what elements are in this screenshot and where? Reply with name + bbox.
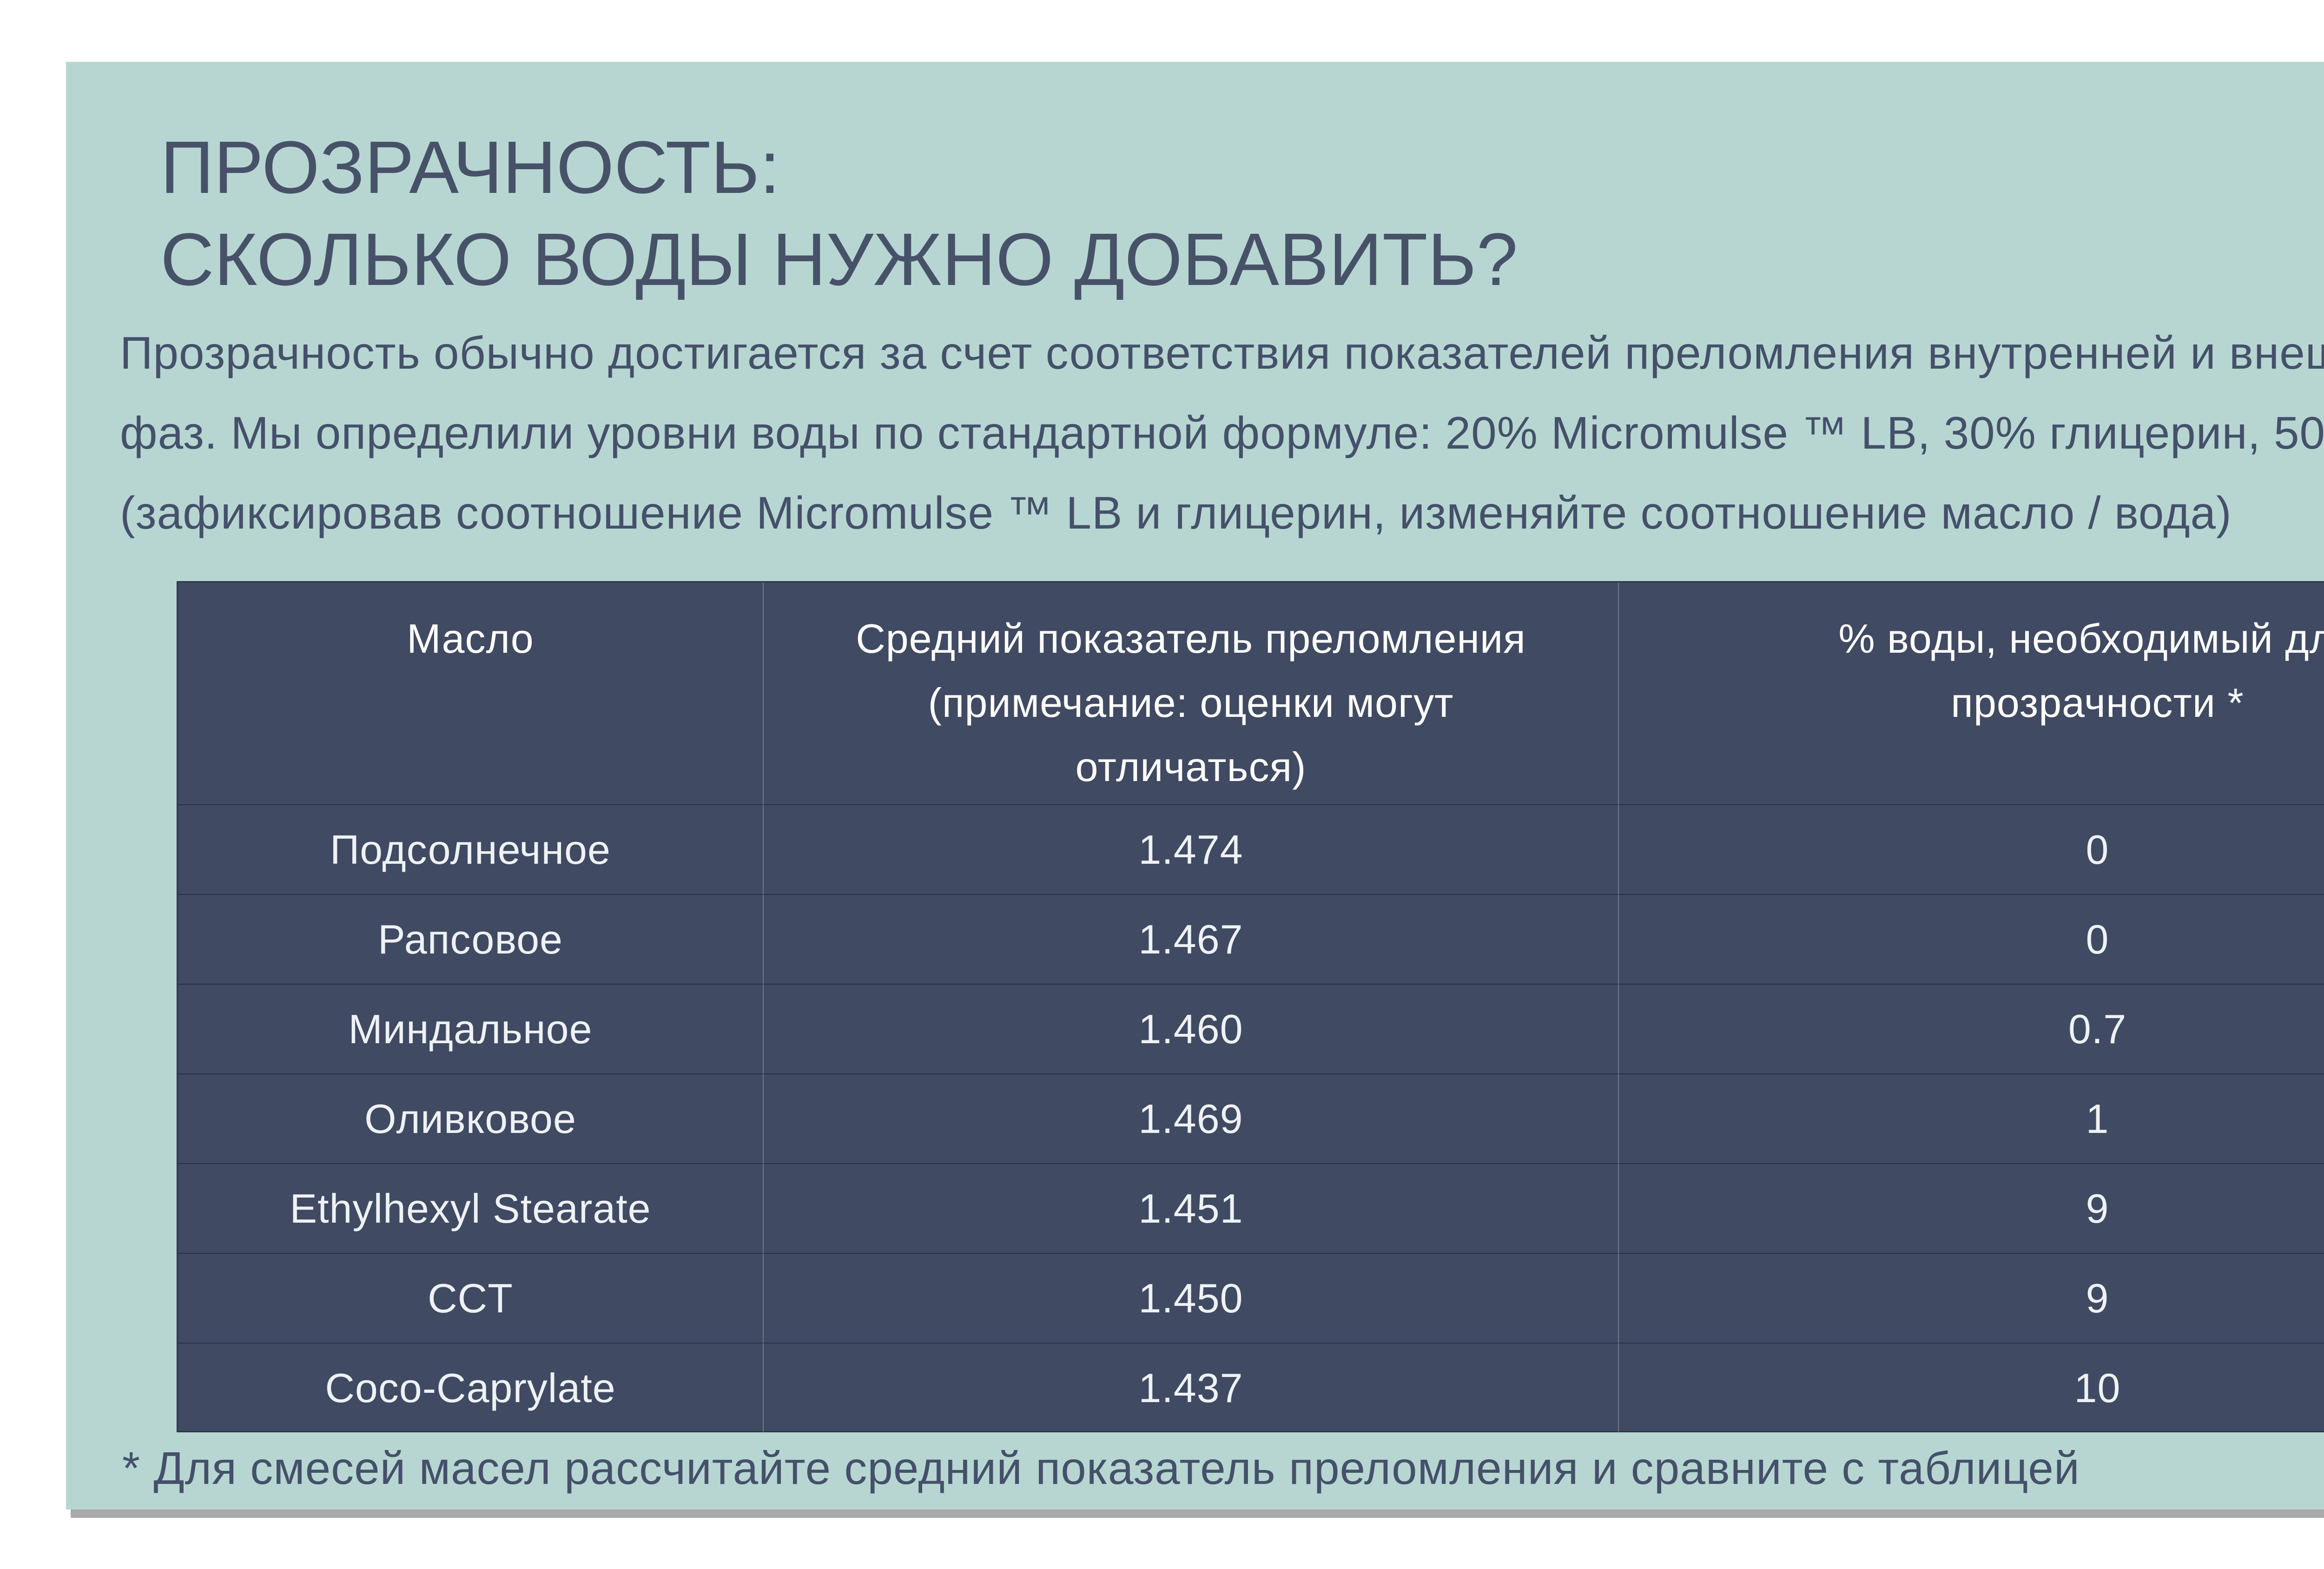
table-cell-oil: Coco-Caprylate: [178, 1343, 763, 1432]
intro-line-1: Прозрачность обычно достигается за счет …: [120, 327, 2324, 378]
table-cell-oil: Миндальное: [178, 984, 763, 1073]
table-cell-refractive-index: 1.451: [763, 1163, 1618, 1253]
table-cell-water-percent: 9: [1618, 1163, 2324, 1253]
table-cell-oil: Оливковое: [178, 1073, 763, 1163]
column-header-oil: Масло: [178, 583, 763, 804]
oils-table: Масло Средний показатель преломления (пр…: [177, 581, 2324, 1432]
footnote: * Для смесей масел рассчитайте средний п…: [122, 1443, 2080, 1494]
table-cell-water-percent: 0: [1618, 894, 2324, 984]
table-cell-refractive-index: 1.460: [763, 984, 1618, 1073]
table-cell-water-percent: 9: [1618, 1253, 2324, 1343]
table-cell-water-percent: 0.7: [1618, 984, 2324, 1073]
column-header-ri-line-1: Средний показатель преломления: [856, 616, 1526, 662]
table-cell-refractive-index: 1.450: [763, 1253, 1618, 1343]
table-cell-oil: Ethylhexyl Stearate: [178, 1163, 763, 1253]
column-header-water-percent: % воды, необходимый для прозрачности *: [1618, 583, 2324, 804]
intro-line-2: фаз. Мы определили уровни воды по станда…: [120, 407, 2324, 458]
table-cell-refractive-index: 1.469: [763, 1073, 1618, 1163]
column-header-ri-line-3: отличаться): [1075, 744, 1307, 790]
slide-canvas: ПРОЗРАЧНОСТЬ: СКОЛЬКО ВОДЫ НУЖНО ДОБАВИТ…: [66, 62, 2324, 1509]
table-cell-refractive-index: 1.474: [763, 804, 1618, 894]
table-cell-oil: Подсолнечное: [178, 804, 763, 894]
table-cell-refractive-index: 1.467: [763, 894, 1618, 984]
table-cell-water-percent: 10: [1618, 1343, 2324, 1432]
column-header-water-line-1: % воды, необходимый для: [1838, 616, 2324, 662]
slide-title: ПРОЗРАЧНОСТЬ: СКОЛЬКО ВОДЫ НУЖНО ДОБАВИТ…: [160, 121, 1518, 305]
slide-shadow-bar: [71, 1509, 2324, 1518]
column-header-ri-line-2: (примечание: оценки могут: [928, 680, 1454, 726]
table-cell-refractive-index: 1.437: [763, 1343, 1618, 1432]
column-header-refractive-index: Средний показатель преломления (примечан…: [763, 583, 1618, 804]
column-header-oil-label: Масло: [407, 616, 534, 662]
table-cell-oil: Рапсовое: [178, 894, 763, 984]
column-header-water-line-2: прозрачности *: [1951, 680, 2244, 726]
intro-line-3: (зафиксировав соотношение Micromulse ™ L…: [120, 487, 2232, 538]
slide-title-line-2: СКОЛЬКО ВОДЫ НУЖНО ДОБАВИТЬ?: [160, 218, 1518, 301]
slide-title-line-1: ПРОЗРАЧНОСТЬ:: [160, 126, 780, 209]
table-cell-oil: CCT: [178, 1253, 763, 1343]
table-cell-water-percent: 1: [1618, 1073, 2324, 1163]
intro-paragraph: Прозрачность обычно достигается за счет …: [120, 313, 2324, 553]
table-cell-water-percent: 0: [1618, 804, 2324, 894]
